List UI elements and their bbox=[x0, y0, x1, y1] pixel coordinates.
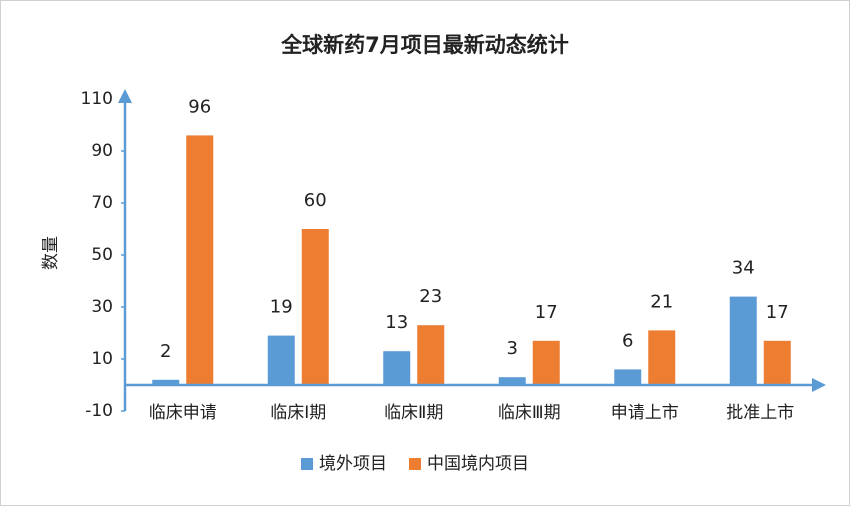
x-tick-label: 申请上市 bbox=[611, 403, 679, 423]
bar bbox=[383, 351, 411, 385]
data-label: 13 bbox=[385, 312, 408, 333]
bar bbox=[532, 340, 560, 385]
bar bbox=[152, 379, 180, 385]
data-label: 34 bbox=[732, 258, 755, 279]
x-tick-label: 临床Ⅲ期 bbox=[498, 403, 561, 423]
y-axis-label: 数量 bbox=[41, 236, 61, 270]
data-label: 96 bbox=[188, 96, 211, 117]
x-axis-arrow bbox=[812, 378, 826, 392]
x-tick-label: 临床Ⅰ期 bbox=[270, 403, 326, 423]
bar bbox=[267, 335, 295, 385]
bar bbox=[498, 377, 526, 385]
bar bbox=[417, 325, 445, 385]
legend-swatch bbox=[301, 458, 313, 470]
y-tick-label: 90 bbox=[91, 141, 113, 161]
x-tick-label: 临床Ⅱ期 bbox=[384, 403, 443, 423]
data-label: 17 bbox=[535, 302, 558, 323]
data-label: 21 bbox=[650, 291, 673, 312]
data-label: 17 bbox=[766, 302, 789, 323]
y-tick-label: 70 bbox=[91, 193, 113, 213]
data-label: 2 bbox=[160, 341, 171, 362]
legend-label: 境外项目 bbox=[319, 454, 387, 474]
data-label: 3 bbox=[507, 338, 518, 359]
bar bbox=[729, 296, 757, 385]
y-tick-label: 50 bbox=[91, 245, 113, 265]
y-tick-label: 110 bbox=[81, 89, 113, 109]
bar bbox=[301, 229, 329, 385]
y-tick-label: 10 bbox=[91, 349, 113, 369]
y-axis-arrow bbox=[118, 89, 132, 103]
y-tick-label: -10 bbox=[85, 401, 113, 421]
data-label: 23 bbox=[419, 286, 442, 307]
chart-title: 全球新药7月项目最新动态统计 bbox=[280, 33, 569, 57]
bar bbox=[648, 330, 676, 385]
legend-swatch bbox=[409, 458, 421, 470]
data-label: 60 bbox=[304, 190, 327, 211]
bar bbox=[186, 135, 214, 385]
data-label: 6 bbox=[622, 330, 633, 351]
data-label: 19 bbox=[270, 297, 293, 318]
x-tick-label: 批准上市 bbox=[726, 403, 794, 423]
legend-label: 中国境内项目 bbox=[427, 454, 529, 474]
x-tick-label: 临床申请 bbox=[149, 403, 217, 423]
y-tick-label: 30 bbox=[91, 297, 113, 317]
bar bbox=[763, 340, 791, 385]
bar bbox=[614, 369, 642, 385]
